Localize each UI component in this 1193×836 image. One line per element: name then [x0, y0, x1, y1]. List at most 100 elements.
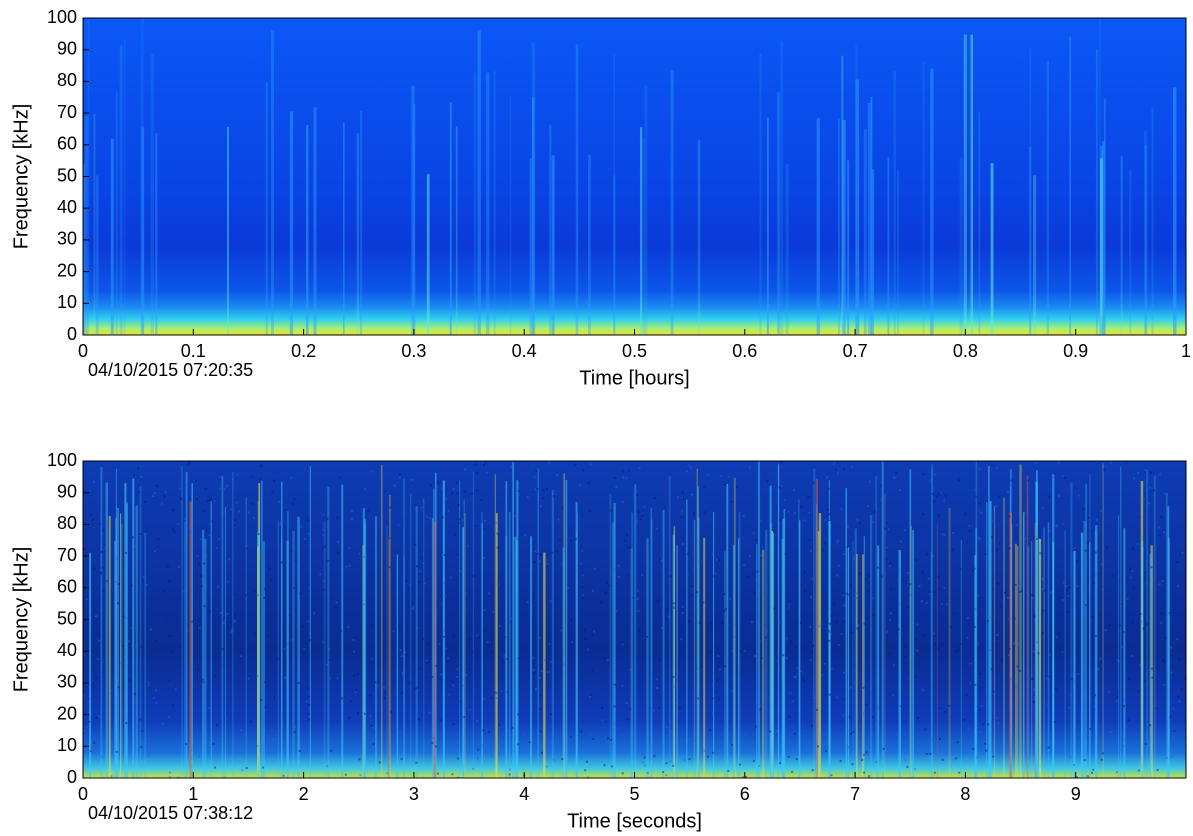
texture-streak — [613, 175, 616, 335]
texture-speckle — [789, 640, 792, 643]
texture-speckle — [873, 511, 876, 514]
texture-speckle — [851, 631, 854, 634]
texture-speckle — [168, 580, 171, 583]
texture-streak — [123, 39, 126, 335]
texture-speckle — [556, 473, 559, 476]
texture-speckle — [256, 674, 259, 677]
texture-speckle — [154, 689, 157, 692]
texture-streak — [697, 486, 700, 778]
texture-speckle — [615, 486, 618, 489]
texture-speckle — [629, 668, 632, 671]
texture-speckle — [783, 499, 786, 502]
texture-speckle — [1149, 724, 1152, 727]
texture-speckle — [938, 707, 941, 710]
texture-speckle — [1178, 700, 1181, 703]
texture-speckle — [828, 513, 831, 516]
texture-speckle — [906, 606, 909, 609]
texture-speckle — [204, 676, 207, 679]
texture-speckle — [452, 635, 455, 638]
texture-speckle — [779, 518, 782, 521]
texture-speckle — [1139, 620, 1142, 623]
texture-speckle — [1048, 675, 1051, 678]
x-tick-label: 0 — [78, 341, 88, 361]
texture-speckle — [293, 586, 296, 589]
texture-speckle — [402, 673, 405, 676]
texture-streak — [611, 522, 615, 778]
texture-speckle — [972, 569, 975, 572]
texture-speckle — [1148, 502, 1151, 505]
texture-speckle — [197, 668, 200, 671]
texture-speckle — [259, 477, 262, 480]
texture-speckle — [931, 719, 934, 722]
texture-speckle — [939, 491, 942, 494]
texture-speckle — [222, 622, 225, 625]
texture-speckle — [811, 578, 814, 581]
texture-speckle — [482, 464, 485, 467]
texture-speckle — [1161, 659, 1164, 662]
texture-speckle — [294, 726, 297, 729]
texture-streak — [297, 516, 300, 778]
texture-streak — [117, 508, 119, 778]
y-tick-label: 80 — [57, 513, 77, 533]
texture-streak — [841, 55, 844, 335]
texture-speckle — [563, 662, 566, 665]
texture-speckle — [273, 696, 276, 699]
texture-speckle — [1128, 677, 1131, 680]
texture-speckle — [719, 668, 722, 671]
texture-speckle — [154, 639, 157, 642]
texture-speckle — [99, 570, 102, 573]
texture-streak — [712, 512, 715, 778]
texture-speckle — [425, 515, 428, 518]
texture-streak — [867, 102, 871, 335]
texture-speckle — [340, 522, 343, 525]
texture-speckle — [862, 753, 865, 756]
texture-speckle — [852, 557, 855, 560]
texture-speckle — [472, 575, 475, 578]
texture-speckle — [932, 632, 935, 635]
texture-speckle — [769, 730, 772, 733]
texture-speckle — [672, 606, 675, 609]
texture-speckle — [416, 626, 419, 629]
texture-speckle — [336, 516, 339, 519]
texture-speckle — [871, 597, 874, 600]
texture-speckle — [590, 693, 593, 696]
texture-speckle — [400, 757, 403, 760]
texture-speckle — [226, 580, 229, 583]
texture-streak — [221, 475, 224, 778]
texture-speckle — [966, 636, 969, 639]
texture-speckle — [898, 602, 901, 605]
y-tick-label: 90 — [57, 481, 77, 501]
texture-speckle — [1144, 471, 1147, 474]
texture-speckle — [773, 607, 776, 610]
texture-speckle — [623, 539, 626, 542]
texture-speckle — [245, 547, 248, 550]
texture-speckle — [854, 668, 857, 671]
texture-speckle — [968, 529, 971, 532]
texture-streak — [575, 44, 579, 335]
texture-speckle — [222, 511, 225, 514]
texture-speckle — [1018, 584, 1021, 587]
texture-speckle — [904, 759, 907, 762]
texture-streak — [110, 138, 114, 335]
texture-streak — [95, 175, 99, 335]
texture-streak — [495, 513, 498, 778]
texture-speckle — [978, 467, 981, 470]
texture-speckle — [974, 683, 977, 686]
texture-speckle — [782, 654, 785, 657]
texture-speckle — [169, 771, 172, 774]
texture-streak — [960, 539, 963, 778]
texture-streak — [140, 18, 144, 335]
texture-speckle — [889, 619, 892, 622]
texture-speckle — [936, 495, 939, 498]
texture-speckle — [793, 488, 796, 491]
texture-speckle — [171, 650, 174, 653]
texture-streak — [150, 54, 154, 335]
texture-speckle — [1116, 659, 1119, 662]
start-time: 04/10/2015 07:38:12 — [88, 803, 253, 823]
texture-speckle — [250, 720, 253, 723]
texture-speckle — [539, 553, 542, 556]
texture-speckle — [759, 554, 762, 557]
y-tick-label: 0 — [67, 324, 77, 344]
texture-speckle — [426, 661, 429, 664]
texture-speckle — [1160, 515, 1163, 518]
